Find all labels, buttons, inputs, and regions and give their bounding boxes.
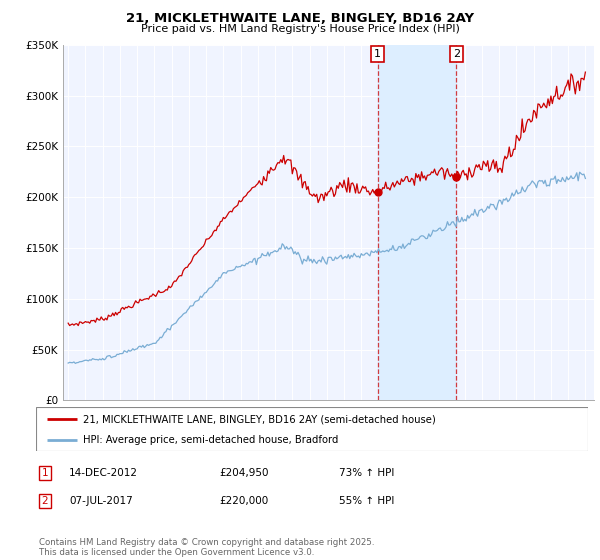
Text: 21, MICKLETHWAITE LANE, BINGLEY, BD16 2AY: 21, MICKLETHWAITE LANE, BINGLEY, BD16 2A… bbox=[126, 12, 474, 25]
Text: 07-JUL-2017: 07-JUL-2017 bbox=[69, 496, 133, 506]
Text: 1: 1 bbox=[374, 49, 381, 59]
Text: £220,000: £220,000 bbox=[219, 496, 268, 506]
Text: 2: 2 bbox=[41, 496, 49, 506]
Text: £204,950: £204,950 bbox=[219, 468, 269, 478]
Text: Price paid vs. HM Land Registry's House Price Index (HPI): Price paid vs. HM Land Registry's House … bbox=[140, 24, 460, 34]
Point bbox=[373, 188, 382, 197]
Text: 73% ↑ HPI: 73% ↑ HPI bbox=[339, 468, 394, 478]
Text: 21, MICKLETHWAITE LANE, BINGLEY, BD16 2AY (semi-detached house): 21, MICKLETHWAITE LANE, BINGLEY, BD16 2A… bbox=[83, 414, 436, 424]
Bar bbox=[377, 45, 457, 400]
Text: HPI: Average price, semi-detached house, Bradford: HPI: Average price, semi-detached house,… bbox=[83, 435, 338, 445]
Text: Contains HM Land Registry data © Crown copyright and database right 2025.
This d: Contains HM Land Registry data © Crown c… bbox=[39, 538, 374, 557]
Text: 14-DEC-2012: 14-DEC-2012 bbox=[69, 468, 138, 478]
Text: 55% ↑ HPI: 55% ↑ HPI bbox=[339, 496, 394, 506]
Point bbox=[452, 172, 461, 181]
Text: 1: 1 bbox=[41, 468, 49, 478]
Text: 2: 2 bbox=[453, 49, 460, 59]
